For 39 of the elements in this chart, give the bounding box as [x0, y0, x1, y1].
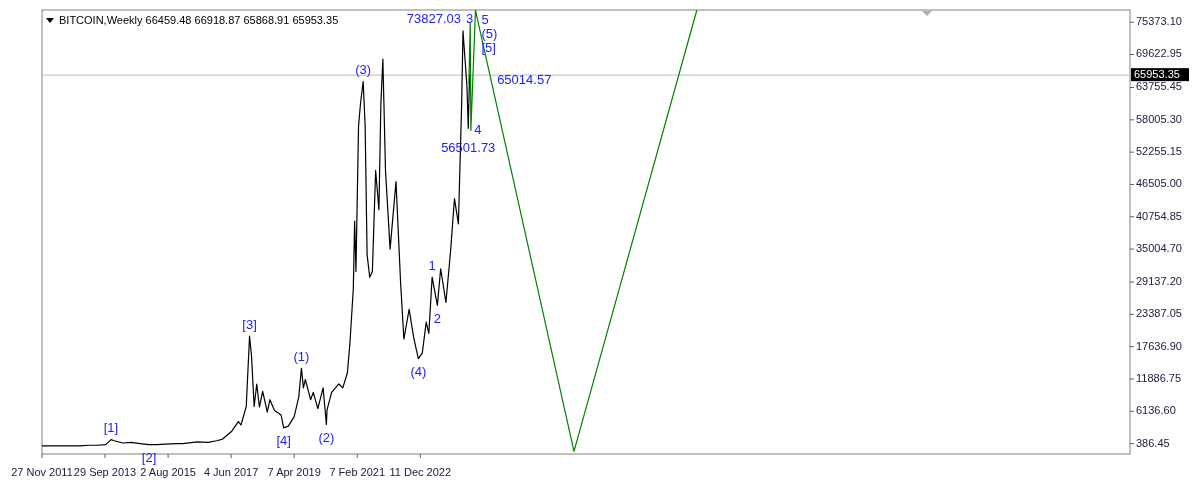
x-tick-label: 27 Nov 2011: [11, 466, 73, 478]
x-tick-label: 4 Jun 2017: [203, 466, 259, 478]
x-tick-label: 7 Feb 2021: [329, 466, 386, 478]
annotation: 2: [433, 310, 441, 326]
chart-title: BITCOIN,Weekly 66459.48 66918.87 65868.91 65953.35: [59, 14, 339, 26]
ref-line-label: 65953.35: [1134, 68, 1180, 81]
annotation: [2]: [141, 450, 157, 466]
x-tick-label: 11 Dec 2022: [389, 466, 452, 478]
annotation: (1): [293, 348, 310, 364]
y-tick-label: 6136.60: [1136, 404, 1176, 417]
y-tick-label: 29137.20: [1136, 274, 1182, 287]
y-tick-label: 58005.30: [1136, 112, 1182, 125]
annotation: [1]: [103, 420, 119, 436]
y-tick-label: 35004.70: [1136, 241, 1182, 254]
annotation: 1: [428, 257, 436, 273]
annotation: (4): [410, 364, 427, 380]
y-tick-label: 11886.75: [1136, 371, 1182, 384]
annotation: 73827.03: [406, 11, 461, 27]
annotation: [3]: [242, 316, 257, 332]
y-tick-label: 23387.05: [1136, 307, 1182, 320]
y-tick-label: 69622.95: [1136, 47, 1182, 60]
annotation: 65014.57: [497, 71, 552, 87]
annotation: 3: [465, 11, 474, 27]
annotation: (2): [318, 429, 335, 445]
annotation: 5: [481, 11, 489, 27]
y-tick-label: 386.45: [1136, 436, 1170, 449]
y-tick-label: 75373.10: [1136, 15, 1182, 28]
y-tick-label: 46505.00: [1136, 177, 1182, 190]
annotation: (5): [481, 25, 498, 41]
x-tick-label: 29 Sep 2013: [73, 466, 137, 478]
y-tick-label: 63755.45: [1136, 80, 1182, 93]
y-tick-label: 40754.85: [1136, 209, 1182, 222]
annotation: (3): [355, 62, 372, 78]
annotation: [4]: [276, 433, 291, 449]
annotation: 4: [474, 121, 482, 137]
x-tick-label: 7 Apr 2019: [267, 466, 321, 478]
x-tick-label: 2 Aug 2015: [140, 466, 196, 478]
y-tick-label: 17636.90: [1136, 339, 1182, 352]
y-tick-label: 52255.15: [1136, 145, 1182, 158]
